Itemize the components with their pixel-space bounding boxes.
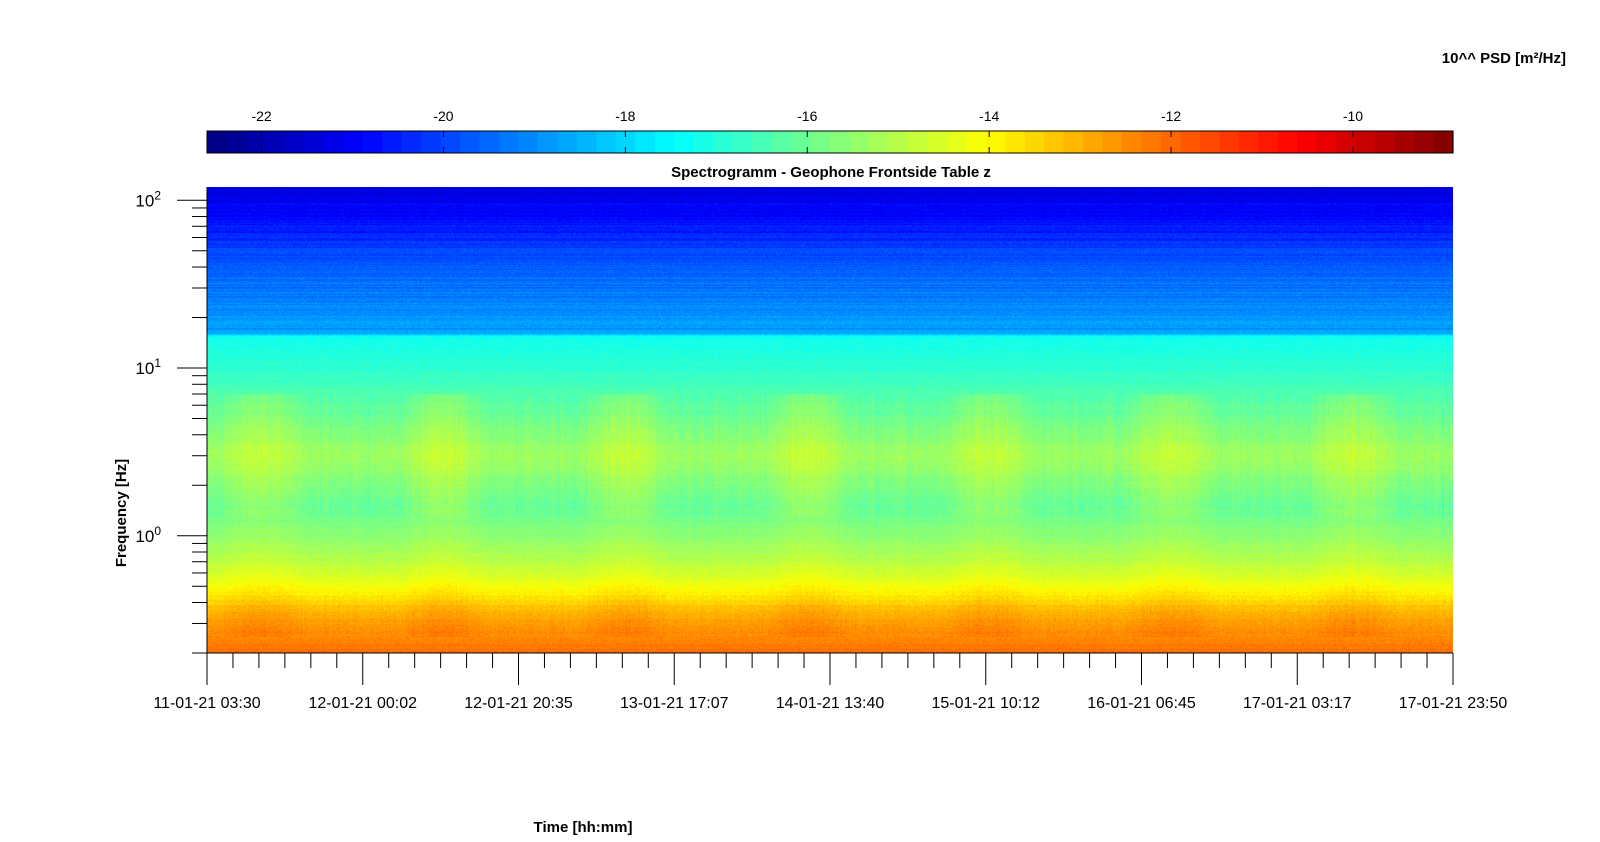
y-axis-label: Frequency [Hz] (113, 459, 130, 567)
colorbar-segment (1160, 131, 1182, 153)
colorbar-tick-label: -16 (797, 108, 817, 124)
colorbar-segment (226, 131, 247, 153)
colorbar-segment (1394, 131, 1415, 153)
y-axis: 102 101 100 (135, 187, 208, 654)
colorbar-segment (1005, 131, 1026, 153)
colorbar-segment (245, 131, 267, 153)
x-tick-label: 17-01-21 23:50 (1399, 695, 1508, 712)
x-tick-label: 11-01-21 03:30 (153, 695, 260, 712)
colorbar-segment (830, 131, 851, 153)
x-tick-label: 12-01-21 00:02 (308, 695, 417, 712)
colorbar-segment (421, 131, 442, 153)
colorbar-segment (713, 131, 734, 153)
colorbar-tick-label: -12 (1161, 108, 1181, 124)
colorbar-segment (460, 131, 481, 153)
colorbar-segment (362, 131, 383, 153)
x-tick-label: 15-01-21 10:12 (931, 695, 1040, 712)
colorbar-segment (1122, 131, 1143, 153)
y-tick-label: 102 (135, 188, 161, 210)
colorbar-tick-label: -20 (433, 108, 453, 124)
colorbar-segment (615, 131, 636, 153)
colorbar-segment (907, 131, 928, 153)
colorbar-label: 10^^ PSD [m²/Hz] (1442, 50, 1566, 67)
colorbar-segment (1083, 131, 1104, 153)
colorbar-segment (985, 131, 1006, 153)
colorbar-segment (1024, 131, 1045, 153)
colorbar-segment (1102, 131, 1123, 153)
colorbar-segment (1336, 131, 1357, 153)
colorbar-segment (635, 131, 656, 153)
colorbar-segment (654, 131, 675, 153)
x-tick-label: 12-01-21 20:35 (464, 695, 573, 712)
colorbar-segment (1297, 131, 1318, 153)
y-tick-label: 100 (135, 524, 161, 546)
colorbar-segment (576, 131, 597, 153)
x-axis-label: Time [hh:mm] (534, 819, 633, 836)
colorbar-segment (1375, 131, 1396, 153)
colorbar-segment (1199, 131, 1220, 153)
colorbar-segment (1238, 131, 1259, 153)
colorbar-tick-label: -10 (1343, 108, 1363, 124)
colorbar-segment (537, 131, 559, 153)
x-tick-label: 14-01-21 13:40 (776, 695, 885, 712)
colorbar-segment (518, 131, 539, 153)
colorbar-segment (323, 131, 344, 153)
colorbar-segment (1433, 131, 1454, 153)
colorbar-segment (1414, 131, 1435, 153)
colorbar-segment (1180, 131, 1201, 153)
colorbar-segment (382, 131, 403, 153)
colorbar-segment (401, 131, 422, 153)
colorbar-segment (1141, 131, 1162, 153)
colorbar-segment (284, 131, 305, 153)
x-tick-label: 17-01-21 03:17 (1243, 695, 1352, 712)
colorbar-segment (1258, 131, 1279, 153)
colorbar-segment (946, 131, 967, 153)
colorbar-segment (265, 131, 286, 153)
colorbar-segment (1277, 131, 1298, 153)
y-tick-label: 101 (135, 356, 161, 378)
colorbar-frame (206, 130, 1454, 154)
colorbar-segment (1044, 131, 1065, 153)
x-tick-label: 16-01-21 06:45 (1087, 695, 1196, 712)
colorbar-segment (304, 131, 325, 153)
colorbar-segment (810, 131, 831, 153)
colorbar-segment (1355, 131, 1376, 153)
spectrogram-plot (207, 187, 1453, 653)
colorbar-segment (1063, 131, 1084, 153)
colorbar-segment (1219, 131, 1240, 153)
colorbar-segment (966, 131, 987, 153)
chart-title: Spectrogramm - Geophone Frontside Table … (671, 164, 991, 181)
colorbar-segment (771, 131, 792, 153)
colorbar-segment (888, 131, 909, 153)
x-tick-label: 13-01-21 17:07 (620, 695, 729, 712)
colorbar-segment (440, 131, 461, 153)
colorbar-segment (343, 131, 364, 153)
colorbar-segment (791, 131, 812, 153)
colorbar-segment (732, 131, 753, 153)
colorbar-segment (1316, 131, 1337, 153)
colorbar-tick-label: -22 (251, 108, 271, 124)
colorbar-segment (927, 131, 948, 153)
colorbar-segment (752, 131, 773, 153)
spectrogram-image (207, 187, 1453, 653)
colorbar-segment (674, 131, 695, 153)
x-axis: 11-01-21 03:30 12-01-21 00:02 12-01-21 20:… (153, 652, 1508, 712)
colorbar-ticks: -22 -20 -18 -16 -14 -12 -10 (251, 108, 1363, 153)
colorbar (206, 130, 1454, 154)
colorbar-segment (499, 131, 520, 153)
colorbar-segment (693, 131, 714, 153)
colorbar-segment (596, 131, 617, 153)
colorbar-segment (868, 131, 890, 153)
colorbar-segment (207, 131, 228, 153)
colorbar-segment (849, 131, 870, 153)
colorbar-segment (479, 131, 500, 153)
colorbar-tick-label: -14 (979, 108, 999, 124)
colorbar-segment (557, 131, 578, 153)
colorbar-tick-label: -18 (615, 108, 635, 124)
